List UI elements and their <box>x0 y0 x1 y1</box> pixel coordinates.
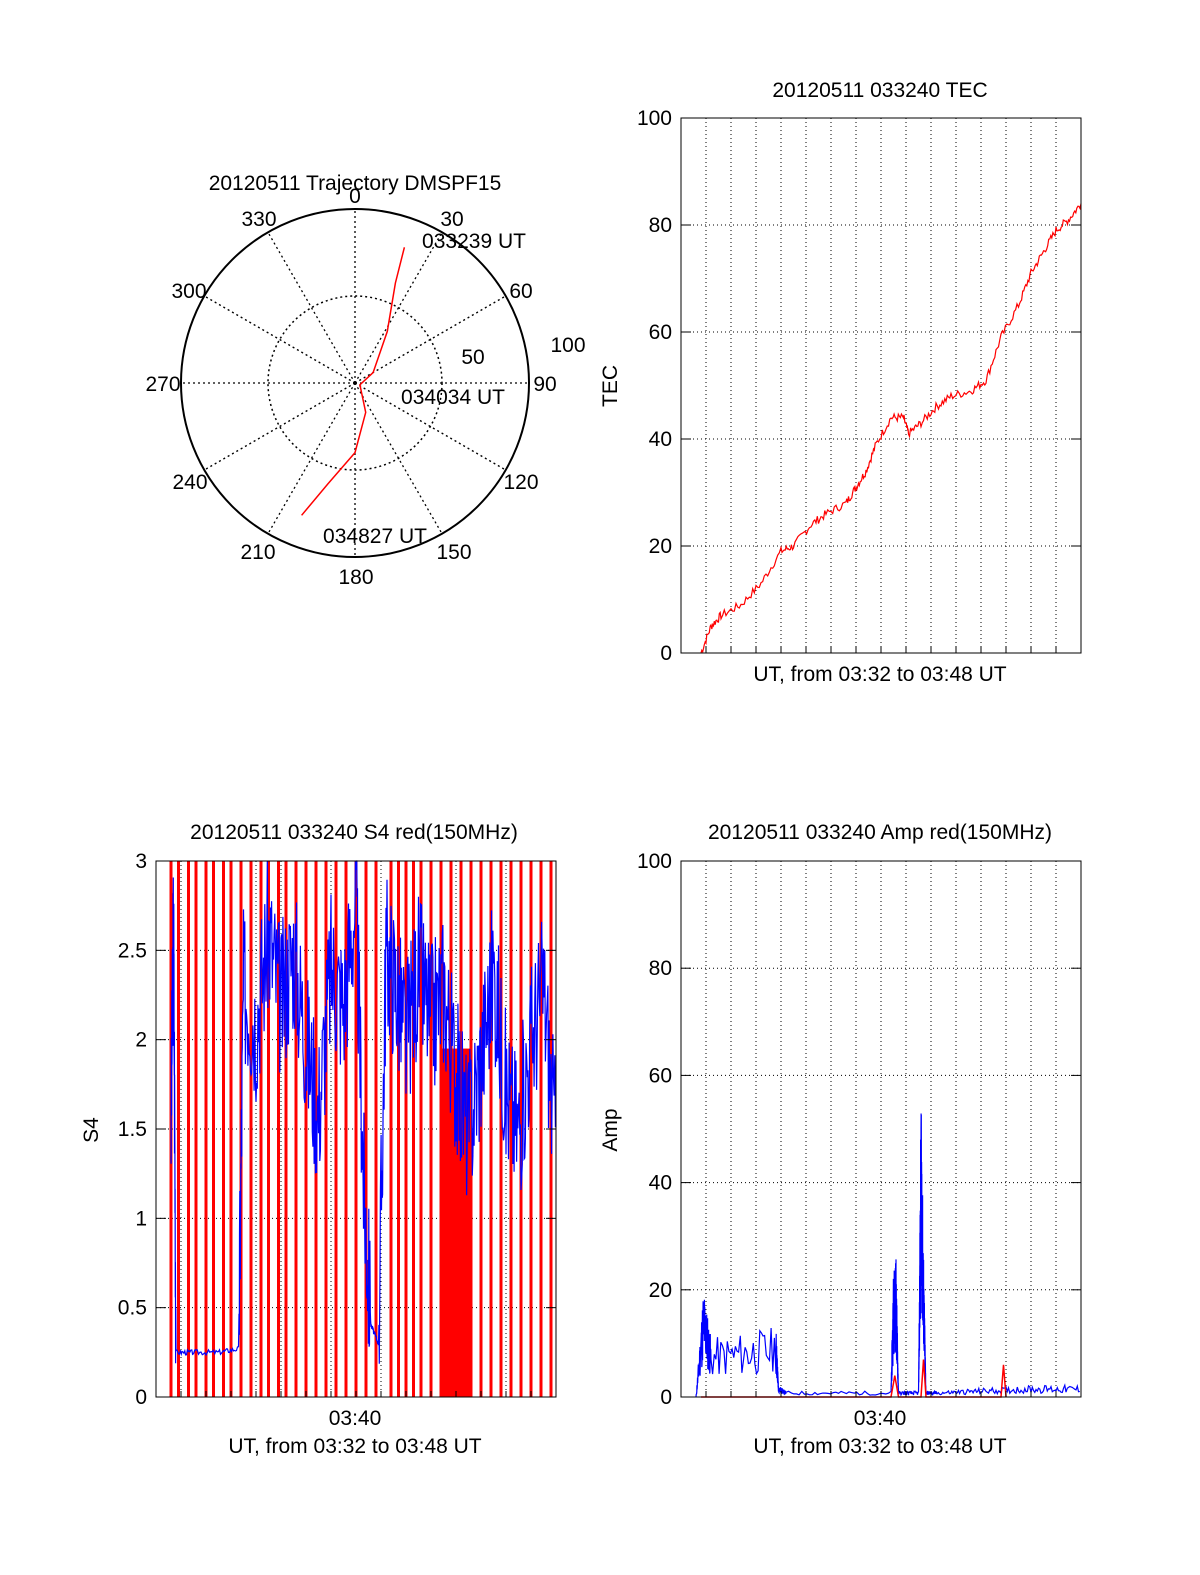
amp-blue-series <box>695 1113 1080 1398</box>
azimuth-label-330: 330 <box>241 208 276 231</box>
amp-ytick-label: 60 <box>649 1064 672 1087</box>
polar-inner-circle <box>267 295 443 471</box>
azimuth-label-0: 0 <box>349 185 361 208</box>
tec-series-line <box>700 203 1082 654</box>
amp-ytick-label: 40 <box>649 1172 672 1195</box>
tec-grid <box>681 118 1081 653</box>
tec-ytick-label: 60 <box>649 321 672 344</box>
polar-spoke <box>203 295 356 384</box>
amp-grid <box>681 861 1081 1397</box>
s4-ytick-label: 1 <box>135 1207 147 1230</box>
s4-xtick-label: 03:40 <box>329 1407 382 1430</box>
amp-panel: 20120511 033240 Amp red(150MHz) 0 20 40 60 8… <box>599 821 1082 1458</box>
tec-ytick-label: 40 <box>649 428 672 451</box>
tec-ytick-label: 80 <box>649 214 672 237</box>
azimuth-label-270: 270 <box>145 373 180 396</box>
s4-ytick-label: 0 <box>135 1386 147 1409</box>
polar-spoke <box>354 231 443 384</box>
tec-title: 20120511 033240 TEC <box>772 79 987 102</box>
azimuth-labels: 0 30 60 90 120 150 180 210 240 270 300 3… <box>145 185 556 589</box>
s4-panel: 20120511 033240 S4 red(150MHz) 0 0.5 1 1.5 2… <box>80 821 557 1458</box>
polar-grid <box>181 209 529 557</box>
amp-xtick-label: 03:40 <box>854 1407 907 1430</box>
trajectory-panel: 20120511 Trajectory DMSPF15 0 30 60 90 1… <box>145 172 585 589</box>
polar-spoke <box>203 382 356 471</box>
azimuth-label-60: 60 <box>509 280 532 303</box>
amp-y-ticks: 0 20 40 60 80 100 <box>637 850 1082 1409</box>
tec-ytick-label: 20 <box>649 535 672 558</box>
azimuth-label-90: 90 <box>533 373 556 396</box>
radial-label-100: 100 <box>550 334 585 357</box>
tec-y-ticks: 0 20 40 60 80 100 <box>637 107 1082 665</box>
radial-label-50: 50 <box>461 346 484 369</box>
tec-ytick-label: 100 <box>637 107 672 130</box>
s4-xlabel: UT, from 03:32 to 03:48 UT <box>228 1435 481 1458</box>
azimuth-label-210: 210 <box>240 541 275 564</box>
azimuth-label-120: 120 <box>503 471 538 494</box>
azimuth-label-150: 150 <box>436 541 471 564</box>
s4-ytick-label: 2 <box>135 1029 147 1052</box>
s4-title: 20120511 033240 S4 red(150MHz) <box>190 821 518 844</box>
s4-ytick-label: 0.5 <box>118 1297 147 1320</box>
amp-xlabel: UT, from 03:32 to 03:48 UT <box>753 1435 1006 1458</box>
trajectory-title: 20120511 Trajectory DMSPF15 <box>209 172 502 195</box>
amp-ytick-label: 0 <box>660 1386 672 1409</box>
s4-ytick-label: 2.5 <box>118 939 147 962</box>
track-label-mid: 034034 UT <box>401 386 505 409</box>
polar-spoke <box>267 231 356 384</box>
tec-xlabel: UT, from 03:32 to 03:48 UT <box>753 663 1006 686</box>
amp-ytick-label: 100 <box>637 850 672 873</box>
s4-ytick-label: 1.5 <box>118 1118 147 1141</box>
polar-outer-circle <box>180 208 530 558</box>
track-label-start: 033239 UT <box>422 230 526 253</box>
s4-ylabel: S4 <box>80 1117 103 1143</box>
s4-ytick-label: 3 <box>135 850 147 873</box>
tec-ytick-label: 0 <box>660 642 672 665</box>
amp-title: 20120511 033240 Amp red(150MHz) <box>708 821 1052 844</box>
amp-ylabel: Amp <box>599 1108 622 1151</box>
amp-ytick-label: 20 <box>649 1279 672 1302</box>
s4-y-ticks: 0 0.5 1 1.5 2 2.5 3 <box>118 850 557 1409</box>
azimuth-label-300: 300 <box>171 280 206 303</box>
azimuth-label-240: 240 <box>172 471 207 494</box>
trajectory-track <box>301 247 406 516</box>
s4-blue-series <box>170 860 556 1364</box>
amp-ytick-label: 80 <box>649 957 672 980</box>
tec-ylabel: TEC <box>599 365 622 407</box>
tec-panel: 20120511 033240 TEC 0 20 40 60 80 100 TEC UT,… <box>599 79 1082 686</box>
azimuth-label-30: 30 <box>440 208 463 231</box>
azimuth-label-180: 180 <box>338 566 373 589</box>
track-label-end: 034827 UT <box>323 525 427 548</box>
